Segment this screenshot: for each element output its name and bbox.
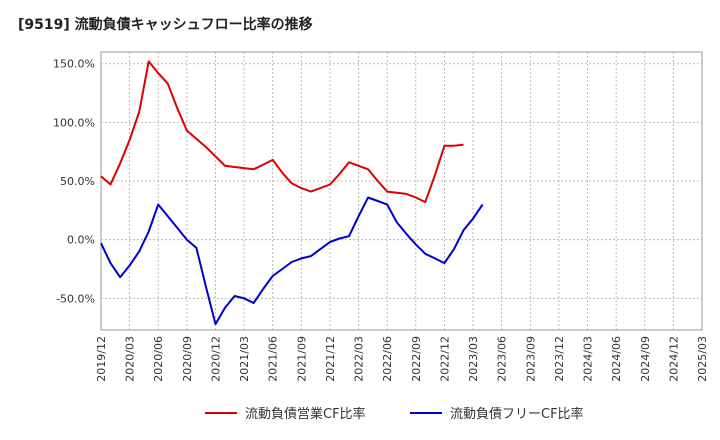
x-tick-label: 2024/06 — [610, 336, 623, 382]
series-line-2 — [100, 196, 484, 326]
x-tick-label: 2020/03 — [124, 336, 137, 382]
y-tick-label: 0.0% — [67, 234, 95, 247]
x-tick-label: 2020/09 — [181, 336, 194, 382]
x-tick-label: 2022/03 — [353, 336, 366, 382]
x-tick-label: 2020/06 — [152, 336, 165, 382]
chart-title: [9519] 流動負債キャッシュフロー比率の推移 — [18, 17, 313, 33]
x-tick-label: 2023/09 — [524, 336, 537, 382]
x-tick-label: 2021/03 — [238, 336, 251, 382]
y-tick-label: -50.0% — [56, 292, 95, 305]
y-tick-label: 150.0% — [53, 58, 95, 71]
x-tick-label: 2022/06 — [381, 336, 394, 382]
x-tick-label: 2021/12 — [324, 336, 337, 382]
x-tick-label: 2024/12 — [667, 336, 680, 382]
x-tick-label: 2025/03 — [696, 336, 709, 382]
y-tick-label: 100.0% — [53, 116, 95, 129]
series-line-1 — [100, 60, 464, 204]
x-tick-label: 2023/12 — [553, 336, 566, 382]
x-tick-label: 2022/12 — [438, 336, 451, 382]
x-tick-label: 2023/03 — [467, 336, 480, 382]
x-tick-label: 2021/09 — [295, 336, 308, 382]
legend-label-2: 流動負債フリーCF比率 — [450, 406, 584, 422]
x-tick-label: 2020/12 — [209, 336, 222, 382]
y-tick-label: 50.0% — [60, 175, 95, 188]
plot-area — [100, 51, 703, 331]
x-tick-label: 2024/03 — [582, 336, 595, 382]
x-tick-label: 2021/06 — [267, 336, 280, 382]
x-tick-label: 2023/06 — [496, 336, 509, 382]
legend-label-1: 流動負債営業CF比率 — [245, 406, 366, 422]
x-tick-label: 2022/09 — [410, 336, 423, 382]
x-tick-label: 2019/12 — [95, 336, 108, 382]
x-tick-label: 2024/09 — [639, 336, 652, 382]
